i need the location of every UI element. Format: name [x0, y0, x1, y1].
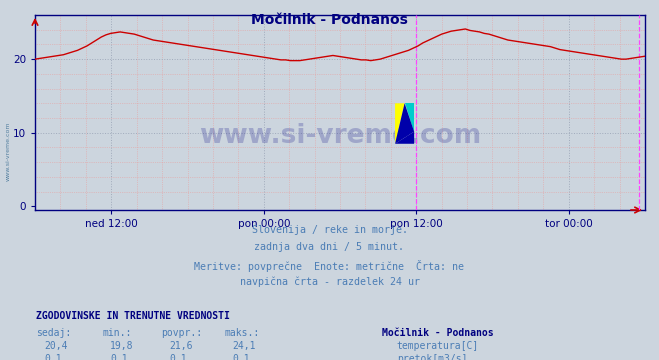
- Text: www.si-vreme.com: www.si-vreme.com: [199, 123, 481, 149]
- Text: Močilnik - Podnanos: Močilnik - Podnanos: [251, 13, 408, 27]
- Polygon shape: [405, 103, 414, 132]
- Text: 0,1: 0,1: [232, 354, 250, 360]
- Text: 20,4: 20,4: [44, 341, 68, 351]
- Text: pretok[m3/s]: pretok[m3/s]: [397, 354, 467, 360]
- Text: temperatura[C]: temperatura[C]: [397, 341, 479, 351]
- Text: 0,1: 0,1: [169, 354, 187, 360]
- Text: ZGODOVINSKE IN TRENUTNE VREDNOSTI: ZGODOVINSKE IN TRENUTNE VREDNOSTI: [36, 311, 230, 321]
- Text: sedaj:: sedaj:: [36, 328, 71, 338]
- Text: navpična črta - razdelek 24 ur: navpična črta - razdelek 24 ur: [239, 277, 420, 287]
- Polygon shape: [395, 103, 405, 144]
- Text: povpr.:: povpr.:: [161, 328, 202, 338]
- Text: zadnja dva dni / 5 minut.: zadnja dva dni / 5 minut.: [254, 242, 405, 252]
- Text: www.si-vreme.com: www.si-vreme.com: [5, 121, 11, 181]
- Text: 19,8: 19,8: [110, 341, 134, 351]
- Text: 0,1: 0,1: [44, 354, 62, 360]
- Text: maks.:: maks.:: [224, 328, 259, 338]
- Polygon shape: [395, 103, 414, 144]
- Text: Močilnik - Podnanos: Močilnik - Podnanos: [382, 328, 494, 338]
- Text: Slovenija / reke in morje.: Slovenija / reke in morje.: [252, 225, 407, 235]
- Text: Meritve: povprečne  Enote: metrične  Črta: ne: Meritve: povprečne Enote: metrične Črta:…: [194, 260, 465, 271]
- Polygon shape: [395, 132, 414, 144]
- Text: 21,6: 21,6: [169, 341, 193, 351]
- Text: min.:: min.:: [102, 328, 132, 338]
- Text: 0,1: 0,1: [110, 354, 128, 360]
- Text: 24,1: 24,1: [232, 341, 256, 351]
